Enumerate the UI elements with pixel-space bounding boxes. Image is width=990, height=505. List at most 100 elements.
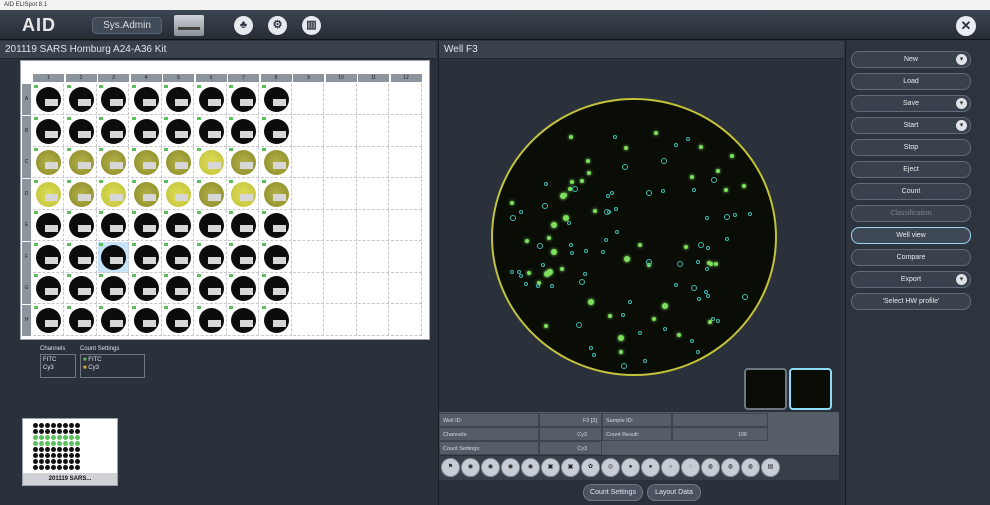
image-icon[interactable]: ▣ xyxy=(541,458,560,477)
plate-well[interactable] xyxy=(228,147,259,178)
plate-well[interactable] xyxy=(163,178,194,210)
column-header[interactable]: 8 xyxy=(260,74,292,82)
plate-well[interactable] xyxy=(98,178,129,210)
row-header[interactable]: B xyxy=(22,115,31,147)
plate-well[interactable] xyxy=(195,210,227,241)
plate-well[interactable] xyxy=(130,84,162,115)
plate-well[interactable] xyxy=(358,241,389,273)
plate-well[interactable] xyxy=(325,147,357,178)
plate-well[interactable] xyxy=(325,115,357,147)
save-button[interactable]: Save ▾ xyxy=(851,95,971,112)
plate-well[interactable] xyxy=(228,115,259,147)
plate-well[interactable] xyxy=(195,115,227,147)
plate-well[interactable] xyxy=(390,273,422,304)
color-icon[interactable]: ● xyxy=(621,458,640,477)
plate-thumbnail[interactable]: 201119 SARS... xyxy=(22,418,118,486)
select-hw-profile-button[interactable]: 'Select HW profile' xyxy=(851,293,971,310)
compare-button[interactable]: Compare xyxy=(851,249,971,266)
plate-well[interactable] xyxy=(65,84,97,115)
plate-well[interactable] xyxy=(228,210,259,241)
spot-tool-icon[interactable]: ◍ xyxy=(741,458,760,477)
row-header[interactable]: G xyxy=(22,273,31,304)
plate-well[interactable] xyxy=(390,178,422,210)
reader-device-icon[interactable] xyxy=(174,15,204,36)
count-button[interactable]: Count xyxy=(851,183,971,200)
chevron-down-icon[interactable]: ▾ xyxy=(956,98,967,109)
color-icon[interactable]: ● xyxy=(641,458,660,477)
plate-well[interactable] xyxy=(293,241,324,273)
plate-well[interactable] xyxy=(130,147,162,178)
well-thumb-fitc[interactable] xyxy=(744,368,787,410)
well-image[interactable] xyxy=(491,98,777,376)
plate-well[interactable] xyxy=(390,147,422,178)
plate-well[interactable] xyxy=(260,241,292,273)
plate-well[interactable] xyxy=(33,178,64,210)
blank-icon[interactable]: ○ xyxy=(661,458,680,477)
plate-well[interactable] xyxy=(260,273,292,304)
plate-well[interactable] xyxy=(390,210,422,241)
plate-well[interactable] xyxy=(130,178,162,210)
plate-well[interactable] xyxy=(260,178,292,210)
spot-icon[interactable]: ◉ xyxy=(481,458,500,477)
plate-well[interactable] xyxy=(195,178,227,210)
user-button[interactable]: Sys.Admin xyxy=(92,17,162,34)
plate-well[interactable] xyxy=(98,241,129,273)
plate-well[interactable] xyxy=(33,210,64,241)
plate-well[interactable] xyxy=(260,210,292,241)
plate-well[interactable] xyxy=(65,115,97,147)
plate-well[interactable] xyxy=(358,147,389,178)
spot-icon[interactable]: ◉ xyxy=(501,458,520,477)
plate-well[interactable] xyxy=(228,178,259,210)
spot-icon[interactable]: ◉ xyxy=(521,458,540,477)
export-button[interactable]: Export ▾ xyxy=(851,271,971,288)
plate-well[interactable] xyxy=(33,115,64,147)
plate-well[interactable] xyxy=(163,241,194,273)
plate-well[interactable] xyxy=(33,241,64,273)
plate-well[interactable] xyxy=(65,273,97,304)
column-header[interactable]: 3 xyxy=(98,74,129,82)
plate-well[interactable] xyxy=(390,241,422,273)
run-icon[interactable]: ⚑ xyxy=(441,458,460,477)
well-thumb-cy3[interactable] xyxy=(789,368,832,410)
plate-well[interactable] xyxy=(65,147,97,178)
palette-icon[interactable]: ✿ xyxy=(581,458,600,477)
plate-well[interactable] xyxy=(65,178,97,210)
column-header[interactable]: 1 xyxy=(33,74,64,82)
plate-well[interactable] xyxy=(130,273,162,304)
users-icon[interactable]: ♣ xyxy=(234,16,253,35)
plate-well[interactable] xyxy=(293,210,324,241)
column-header[interactable]: 10 xyxy=(325,74,357,82)
plate-well[interactable] xyxy=(228,84,259,115)
row-header[interactable]: F xyxy=(22,241,31,273)
column-header[interactable]: 7 xyxy=(228,74,259,82)
plate-well[interactable] xyxy=(98,210,129,241)
new-button[interactable]: New ▾ xyxy=(851,51,971,68)
book-icon[interactable]: ▥ xyxy=(302,16,321,35)
column-header[interactable]: 9 xyxy=(293,74,324,82)
plate-well[interactable] xyxy=(293,178,324,210)
plate-well[interactable] xyxy=(98,84,129,115)
plate-well[interactable] xyxy=(325,84,357,115)
plate-well[interactable] xyxy=(98,115,129,147)
column-header[interactable]: 4 xyxy=(130,74,162,82)
row-header[interactable]: A xyxy=(22,84,31,115)
plate-well[interactable] xyxy=(163,304,194,336)
chevron-down-icon[interactable]: ▾ xyxy=(956,120,967,131)
plate-well[interactable] xyxy=(260,147,292,178)
plate-well[interactable] xyxy=(33,147,64,178)
plate-well[interactable] xyxy=(195,84,227,115)
plate-well[interactable] xyxy=(358,304,389,336)
plate-well[interactable] xyxy=(98,304,129,336)
plate-well[interactable] xyxy=(65,210,97,241)
eject-button[interactable]: Eject xyxy=(851,161,971,178)
plate-well[interactable] xyxy=(195,147,227,178)
classification-button[interactable]: Classification xyxy=(851,205,971,222)
aoi-icon[interactable]: ◌ xyxy=(681,458,700,477)
plate-well[interactable] xyxy=(358,115,389,147)
gear-icon[interactable]: ⚙ xyxy=(268,16,287,35)
plate-well[interactable] xyxy=(33,273,64,304)
plate-well[interactable] xyxy=(260,84,292,115)
plate-well[interactable] xyxy=(325,178,357,210)
plate-well[interactable] xyxy=(130,115,162,147)
plate-well[interactable] xyxy=(163,115,194,147)
